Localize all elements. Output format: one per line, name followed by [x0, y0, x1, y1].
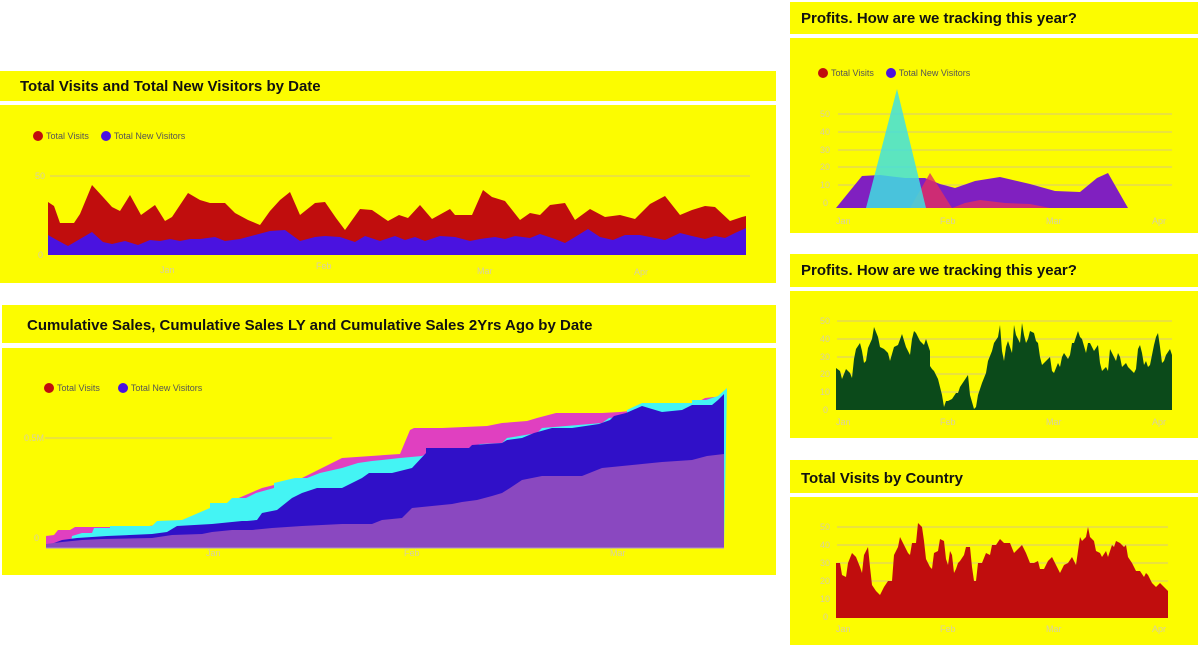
- profits2-chart-panel: 50 40 30 20 10 0 Jan Feb Mar Apr: [790, 291, 1198, 438]
- svg-text:Jan: Jan: [160, 265, 175, 275]
- svg-text:30: 30: [820, 558, 830, 568]
- svg-text:Feb: Feb: [404, 548, 420, 558]
- red-dot-icon: [33, 131, 43, 141]
- cumulative-panel-header: Cumulative Sales, Cumulative Sales LY an…: [2, 305, 776, 343]
- visits-panel-header: Total Visits and Total New Visitors by D…: [0, 71, 776, 101]
- country-panel-header: Total Visits by Country: [790, 460, 1198, 493]
- profits1-panel-header: Profits. How are we tracking this year?: [790, 2, 1198, 34]
- cumulative-chart-panel: Total Visits Total New Visitors 0.5M 0 J…: [2, 348, 776, 575]
- svg-text:Mar: Mar: [477, 266, 493, 276]
- cumulative-legend: Total Visits Total New Visitors: [44, 383, 214, 393]
- svg-text:Mar: Mar: [1046, 417, 1062, 427]
- svg-text:30: 30: [820, 352, 830, 362]
- country-panel-title: Total Visits by Country: [801, 470, 963, 487]
- legend-item-total-visits[interactable]: Total Visits: [44, 383, 100, 393]
- profits2-area-chart: 50 40 30 20 10 0 Jan Feb Mar Apr: [820, 316, 1172, 427]
- svg-text:Mar: Mar: [1046, 216, 1062, 226]
- visits-panel-title: Total Visits and Total New Visitors by D…: [20, 78, 321, 95]
- visits-chart-panel: Total Visits Total New Visitors 50 0 Jan…: [0, 105, 776, 283]
- svg-text:0.5M: 0.5M: [24, 433, 44, 443]
- country-area-chart: 50 40 30 20 10 0 Jan Feb Mar Apr: [820, 522, 1168, 634]
- profits2-panel-title: Profits. How are we tracking this year?: [801, 262, 1077, 279]
- svg-text:40: 40: [820, 540, 830, 550]
- svg-text:Jan: Jan: [206, 548, 221, 558]
- red-dot-icon: [818, 68, 828, 78]
- svg-text:Feb: Feb: [940, 216, 956, 226]
- svg-text:10: 10: [820, 594, 830, 604]
- profits1-panel-title: Profits. How are we tracking this year?: [801, 10, 1077, 27]
- svg-text:20: 20: [820, 576, 830, 586]
- blue-dot-icon: [117, 383, 128, 393]
- svg-text:Feb: Feb: [940, 417, 956, 427]
- svg-text:40: 40: [820, 334, 830, 344]
- cumulative-panel-title: Cumulative Sales, Cumulative Sales LY an…: [27, 317, 593, 334]
- svg-text:Jan: Jan: [836, 624, 851, 634]
- profits1-area-chart: 50 40 30 20 10 0 Jan Feb Mar Apr: [820, 89, 1172, 226]
- svg-text:Apr: Apr: [634, 267, 648, 277]
- svg-text:20: 20: [820, 369, 830, 379]
- svg-text:40: 40: [820, 127, 830, 137]
- svg-text:10: 10: [820, 387, 830, 397]
- svg-text:Apr: Apr: [1152, 624, 1166, 634]
- legend-item-total-visits[interactable]: Total Visits: [818, 68, 874, 78]
- svg-text:Jan: Jan: [836, 417, 851, 427]
- svg-text:50: 50: [35, 171, 45, 181]
- svg-text:Jan: Jan: [836, 216, 851, 226]
- svg-text:Apr: Apr: [1152, 417, 1166, 427]
- svg-text:20: 20: [820, 162, 830, 172]
- svg-text:0: 0: [823, 198, 828, 208]
- red-dot-icon: [44, 383, 54, 393]
- svg-text:30: 30: [820, 145, 830, 155]
- svg-text:50: 50: [820, 109, 830, 119]
- svg-text:Apr: Apr: [1152, 216, 1166, 226]
- svg-text:0: 0: [823, 405, 828, 415]
- profits2-panel-header: Profits. How are we tracking this year?: [790, 254, 1198, 287]
- legend-item-total-visits[interactable]: Total Visits: [33, 131, 89, 141]
- blue-dot-icon: [885, 68, 896, 78]
- svg-text:0: 0: [34, 533, 39, 543]
- svg-text:0: 0: [38, 250, 43, 260]
- visits-area-chart: 50 0 Jan Feb Mar Apr: [35, 171, 750, 277]
- visits-legend: Total Visits Total New Visitors: [33, 131, 197, 141]
- legend-item-new-visitors[interactable]: Total New Visitors: [117, 383, 202, 393]
- svg-text:50: 50: [820, 522, 830, 532]
- svg-text:Mar: Mar: [610, 548, 626, 558]
- profits1-legend: Total Visits Total New Visitors: [818, 68, 982, 78]
- legend-item-new-visitors[interactable]: Total New Visitors: [100, 131, 185, 141]
- blue-dot-icon: [100, 131, 111, 141]
- svg-text:10: 10: [820, 180, 830, 190]
- svg-text:Mar: Mar: [1046, 624, 1062, 634]
- cumulative-area-chart: 0.5M 0 Jan Feb Mar: [24, 388, 727, 558]
- country-chart-panel: 50 40 30 20 10 0 Jan Feb Mar Apr: [790, 497, 1198, 645]
- svg-text:50: 50: [820, 316, 830, 326]
- svg-text:0: 0: [823, 612, 828, 622]
- svg-text:Feb: Feb: [316, 261, 332, 271]
- svg-text:Feb: Feb: [940, 624, 956, 634]
- legend-item-new-visitors[interactable]: Total New Visitors: [885, 68, 970, 78]
- profits1-chart-panel: Total Visits Total New Visitors 50 40 30…: [790, 38, 1198, 233]
